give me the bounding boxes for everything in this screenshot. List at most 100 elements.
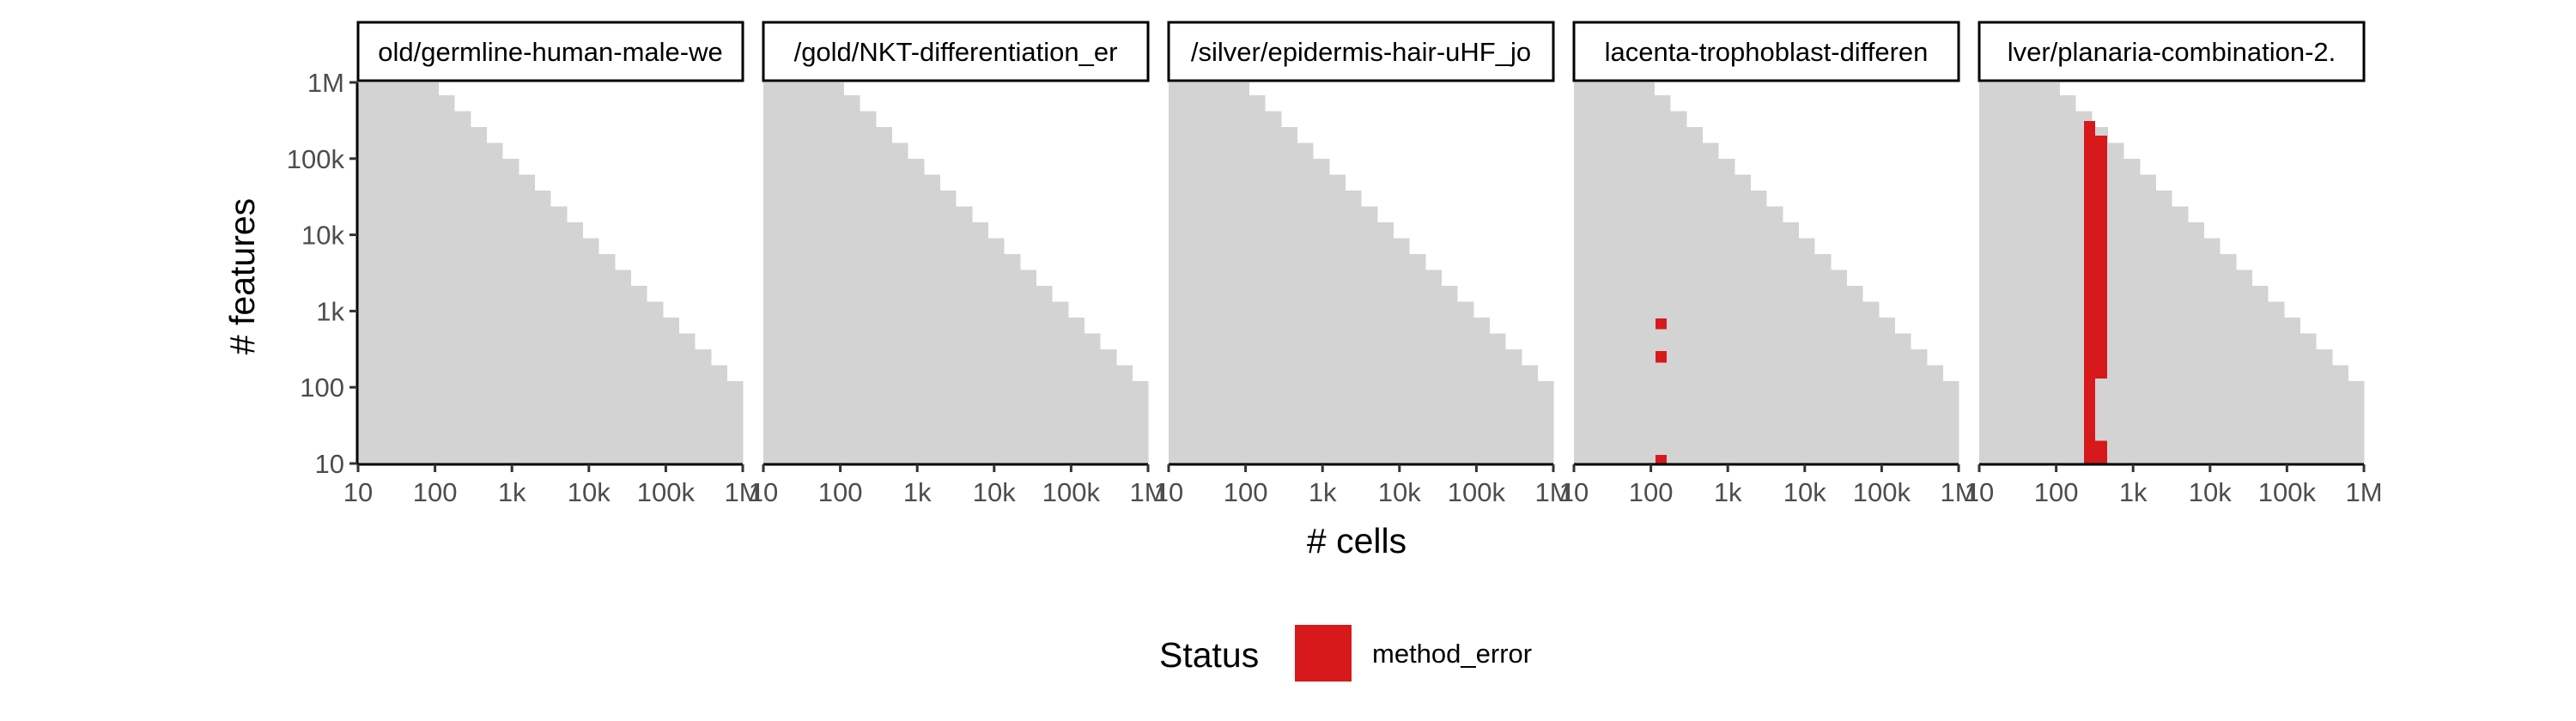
background-region-step [695, 349, 712, 464]
background-region-step [2027, 82, 2044, 464]
x-tick-label: 1k [903, 477, 932, 507]
background-region-step [422, 82, 439, 464]
background-region-step [1019, 270, 1036, 464]
background-region-step [1265, 111, 1282, 464]
background-region-step [726, 381, 744, 464]
background-region-step [860, 111, 877, 464]
x-tick-label: 100k [1853, 477, 1911, 507]
background-region-step [2300, 333, 2317, 464]
background-region-step [827, 82, 844, 464]
background-region-step [1942, 381, 1959, 464]
x-tick-label: 100 [2034, 477, 2079, 507]
background-region-step [710, 365, 727, 464]
background-region-step [1084, 333, 1101, 464]
x-tick-label: 1M [1129, 477, 1166, 507]
background-region-step [1589, 82, 1607, 464]
status-cell-method-error [2094, 136, 2107, 379]
background-region-step [1846, 286, 1863, 464]
x-tick-label: 10 [749, 477, 778, 507]
background-region-step [779, 82, 796, 464]
x-tick-label: 1k [1714, 477, 1742, 507]
facet-strip-label: lacenta-trophoblast-differen [1605, 37, 1929, 67]
background-region-step [374, 82, 391, 464]
facet-strip [1167, 21, 1555, 82]
background-region-step [2172, 206, 2189, 464]
background-region-step [1654, 95, 1671, 464]
background-region-step [1894, 333, 1911, 464]
background-region-step [1473, 318, 1490, 464]
background-region-step [2220, 254, 2237, 464]
y-tick-label: 10k [301, 221, 344, 251]
y-axis-title: # features [222, 198, 262, 354]
background-region-step [502, 159, 519, 464]
y-tick-label: 1M [307, 68, 344, 98]
background-region-step [1702, 142, 1719, 464]
background-region-step [2187, 222, 2204, 464]
background-region-step [1537, 381, 1554, 464]
background-region-step [2251, 286, 2269, 464]
background-region-step [1345, 191, 1362, 464]
background-region-step [390, 82, 407, 464]
background-region-step [1505, 349, 1522, 464]
background-region-step [486, 142, 503, 464]
background-region-step [550, 206, 568, 464]
facet-strip-label: old/germline-human-male-we [378, 37, 722, 67]
background-region-step [956, 206, 973, 464]
background-region-step [1217, 82, 1234, 464]
background-region-step [1115, 365, 1133, 464]
background-region-step [2011, 82, 2028, 464]
background-region-step [2059, 95, 2076, 464]
background-region-step [647, 301, 664, 464]
background-region-step [662, 318, 679, 464]
x-tick-label: 1M [724, 477, 761, 507]
x-tick-label: 10k [568, 477, 611, 507]
status-cell-method-error [1656, 318, 1667, 330]
background-region-step [2043, 82, 2060, 464]
background-region-step [923, 174, 940, 464]
x-tick-label: 100k [1448, 477, 1506, 507]
background-region-step [1670, 111, 1687, 464]
background-region-step [1376, 222, 1394, 464]
x-tick-label: 100k [637, 477, 696, 507]
background-region-step [1328, 174, 1346, 464]
background-region-step [2268, 301, 2285, 464]
background-region-step [1067, 318, 1084, 464]
legend-key-method-error [1295, 625, 1352, 682]
y-tick-label: 100k [287, 144, 345, 174]
background-region-step [1313, 159, 1330, 464]
background-region-step [971, 222, 988, 464]
status-cell-method-error [1656, 454, 1667, 464]
background-region-step [1622, 82, 1639, 464]
facet-panels: old/germline-human-male-we 10 100 1k 10k 100k… [287, 21, 2383, 507]
background-region-step [1169, 82, 1186, 464]
background-region-step [2107, 142, 2124, 464]
background-region-step [1393, 238, 1410, 464]
background-region-step [1297, 142, 1314, 464]
x-tick-label: 100 [1629, 477, 1674, 507]
x-tick-label: 1M [2345, 477, 2382, 507]
y-tick-label: 1k [316, 296, 344, 326]
facet-panel: lver/planaria-combination-2. 10 100 1k 10k 10… [1965, 21, 2383, 507]
background-region-step [1782, 222, 1799, 464]
background-region-step [843, 95, 860, 464]
background-region-step [614, 270, 631, 464]
background-region-step [598, 254, 616, 464]
x-tick-label: 100 [818, 477, 863, 507]
background-region-step [1750, 191, 1767, 464]
background-region-step [1718, 159, 1735, 464]
background-region-step [678, 333, 696, 464]
background-region-step [1606, 82, 1623, 464]
background-region-step [1100, 349, 1117, 464]
legend-label-method-error: method_error [1372, 639, 1532, 669]
facet-panel: old/germline-human-male-we 10 100 1k 10k 100k… [287, 21, 762, 507]
background-region-step [454, 111, 471, 464]
background-region-step [1798, 238, 1815, 464]
status-cell-method-error [2094, 440, 2107, 464]
facet-strip [1978, 21, 2366, 82]
y-tick-label: 100 [300, 373, 344, 403]
background-region-step [1686, 127, 1703, 464]
background-region-step [1441, 286, 1458, 464]
x-tick-label: 1M [1534, 477, 1571, 507]
background-region-step [358, 82, 375, 464]
x-axis-title: # cells [1307, 521, 1406, 560]
